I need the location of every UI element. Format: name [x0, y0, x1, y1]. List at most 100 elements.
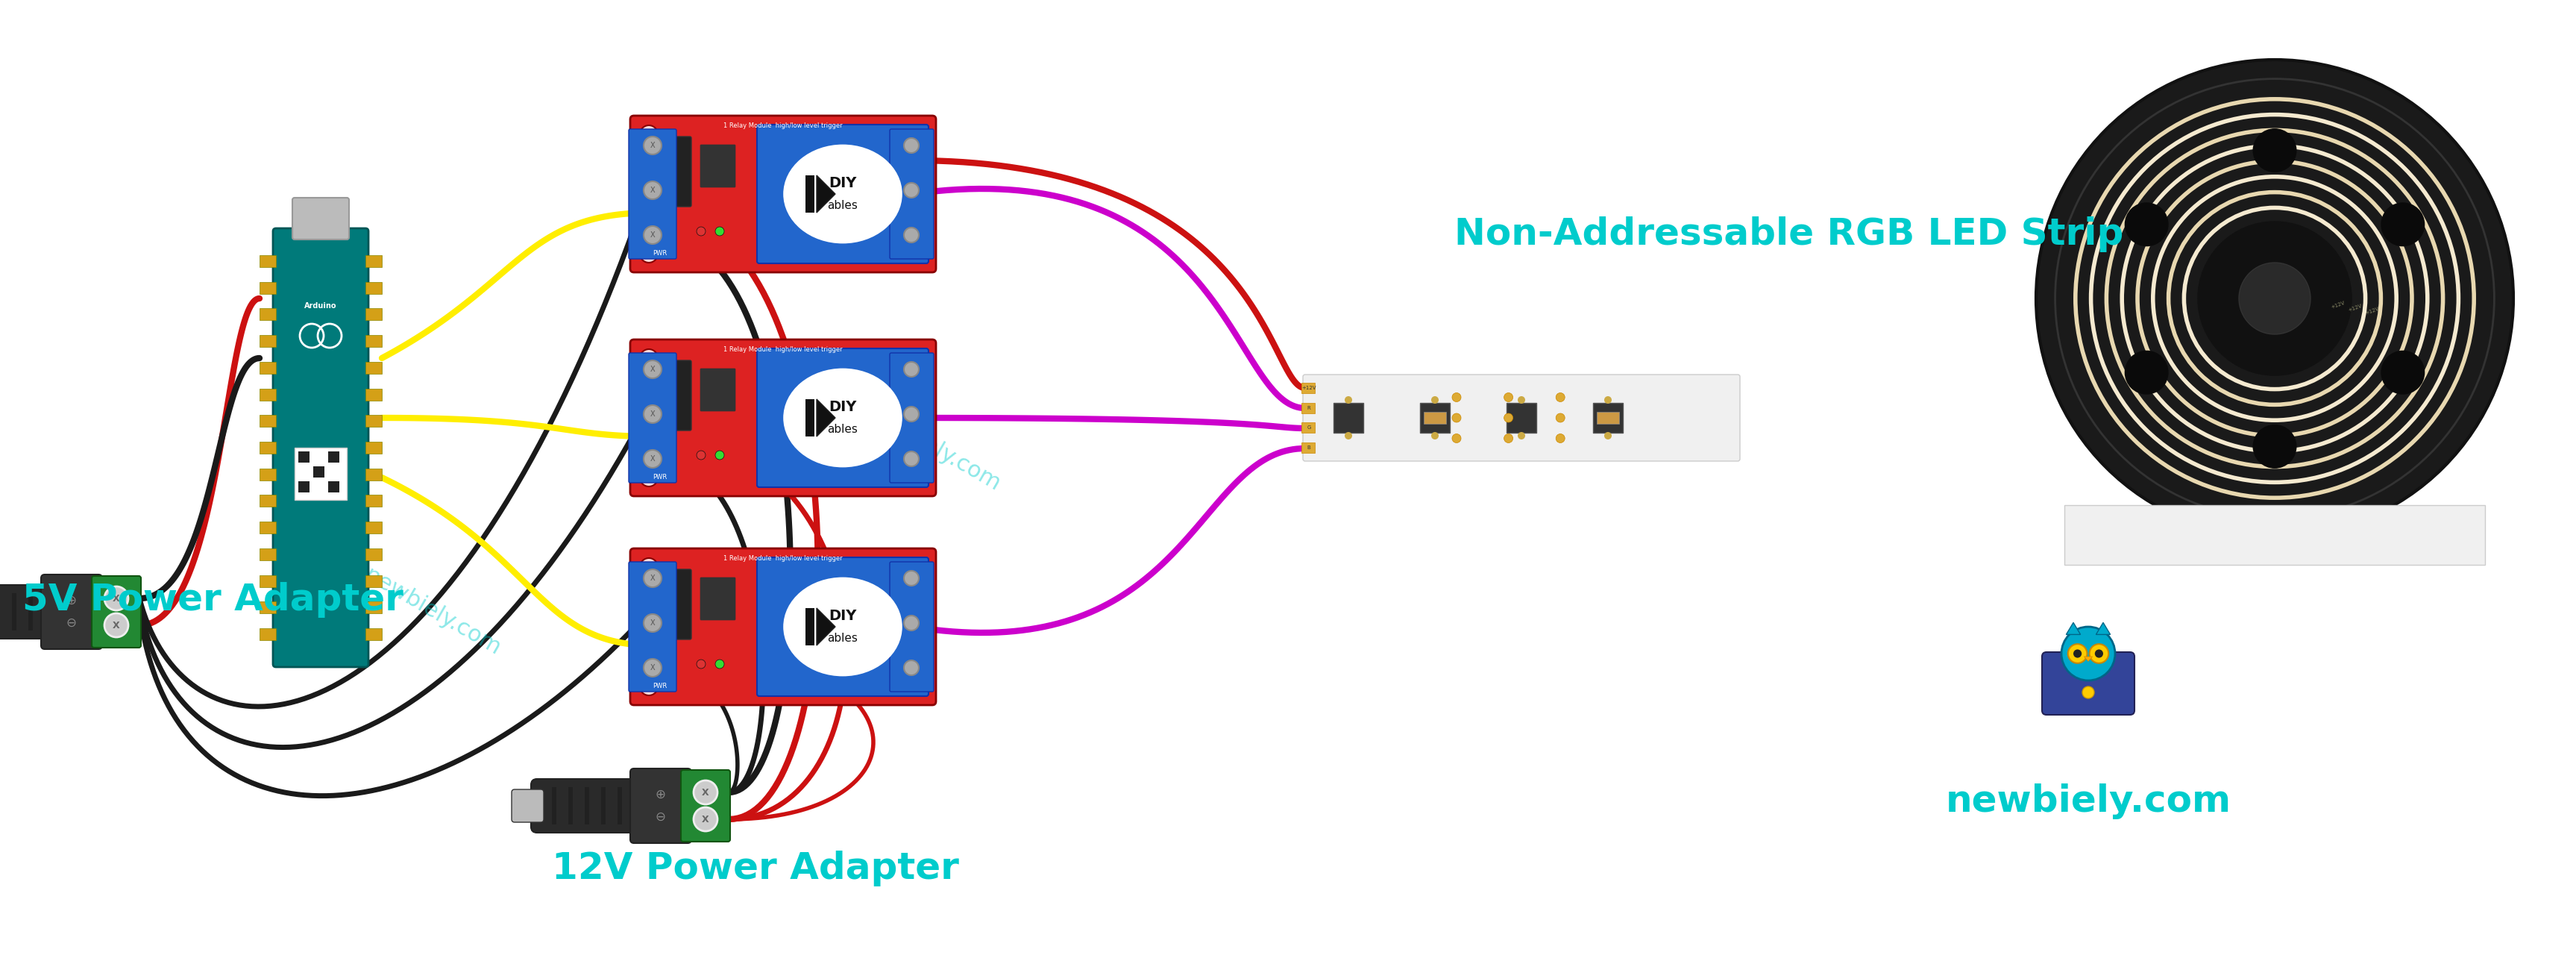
Circle shape: [2094, 650, 2102, 657]
Text: R: R: [1306, 406, 1311, 410]
Circle shape: [2380, 351, 2424, 394]
Text: newbiely.com: newbiely.com: [361, 564, 505, 659]
Circle shape: [909, 558, 927, 576]
FancyBboxPatch shape: [629, 562, 677, 691]
Circle shape: [2380, 203, 2424, 246]
Text: X: X: [113, 594, 121, 603]
Circle shape: [1556, 393, 1564, 402]
Circle shape: [1556, 414, 1564, 422]
Circle shape: [1345, 432, 1352, 440]
FancyBboxPatch shape: [41, 575, 103, 649]
Circle shape: [904, 183, 920, 198]
Polygon shape: [2084, 656, 2092, 661]
Circle shape: [909, 245, 927, 262]
Circle shape: [644, 614, 662, 632]
Bar: [77, 593, 82, 630]
FancyBboxPatch shape: [889, 562, 933, 691]
Bar: [44, 593, 49, 630]
FancyBboxPatch shape: [701, 577, 734, 620]
Text: 1 Relay Module  high/low level trigger: 1 Relay Module high/low level trigger: [724, 346, 842, 353]
Ellipse shape: [783, 146, 902, 243]
Bar: [327, 451, 340, 463]
Bar: [366, 388, 381, 400]
Polygon shape: [817, 175, 835, 213]
Circle shape: [1504, 414, 1512, 422]
Circle shape: [1517, 432, 1525, 440]
Circle shape: [904, 571, 920, 586]
Text: 5V Power Adapter: 5V Power Adapter: [23, 582, 404, 618]
Bar: [1334, 403, 1363, 433]
Bar: [260, 281, 276, 294]
Bar: [366, 575, 381, 587]
Text: ⊖: ⊖: [654, 811, 665, 823]
Text: PWR: PWR: [652, 473, 667, 480]
Text: +12V: +12V: [1301, 386, 1316, 390]
Circle shape: [716, 227, 724, 236]
Circle shape: [693, 781, 719, 804]
Text: ables: ables: [827, 632, 858, 644]
Bar: [260, 549, 276, 560]
Bar: [260, 415, 276, 427]
Bar: [1419, 403, 1450, 433]
Text: X: X: [649, 664, 654, 672]
Bar: [1507, 403, 1535, 433]
Text: PWR: PWR: [652, 683, 667, 689]
Bar: [299, 451, 309, 463]
FancyBboxPatch shape: [701, 368, 734, 411]
Bar: [327, 481, 340, 493]
Bar: [1425, 412, 1445, 424]
Text: X: X: [649, 575, 654, 582]
Circle shape: [696, 450, 706, 460]
Circle shape: [2239, 262, 2311, 335]
Bar: [260, 629, 276, 640]
Circle shape: [904, 362, 920, 377]
Circle shape: [909, 349, 927, 367]
Bar: [260, 308, 276, 320]
Text: X: X: [649, 411, 654, 417]
FancyBboxPatch shape: [639, 137, 690, 206]
Text: DIY: DIY: [829, 399, 858, 414]
Ellipse shape: [783, 578, 902, 675]
Circle shape: [1605, 432, 1613, 440]
Bar: [366, 281, 381, 294]
Bar: [1301, 442, 1314, 453]
FancyBboxPatch shape: [631, 549, 935, 705]
FancyBboxPatch shape: [631, 339, 935, 496]
FancyBboxPatch shape: [93, 576, 142, 648]
Circle shape: [1453, 393, 1461, 402]
Polygon shape: [2097, 623, 2110, 634]
Bar: [600, 788, 605, 824]
Bar: [649, 788, 654, 824]
Circle shape: [693, 807, 719, 831]
Polygon shape: [817, 399, 835, 437]
Bar: [260, 442, 276, 454]
Bar: [634, 788, 639, 824]
Circle shape: [1453, 434, 1461, 442]
Circle shape: [2081, 686, 2094, 698]
Circle shape: [644, 658, 662, 677]
Text: Arduino: Arduino: [304, 302, 337, 309]
Bar: [366, 549, 381, 560]
Circle shape: [639, 125, 657, 144]
Bar: [260, 469, 276, 480]
FancyBboxPatch shape: [757, 348, 927, 487]
FancyBboxPatch shape: [629, 353, 677, 483]
Bar: [1597, 412, 1620, 424]
Text: ables: ables: [827, 200, 858, 211]
Circle shape: [639, 558, 657, 576]
Bar: [551, 788, 556, 824]
Text: DIY: DIY: [829, 175, 858, 190]
Text: 1 Relay Module  high/low level trigger: 1 Relay Module high/low level trigger: [724, 122, 842, 129]
Circle shape: [696, 227, 706, 236]
FancyBboxPatch shape: [889, 129, 933, 259]
FancyBboxPatch shape: [757, 557, 927, 696]
Circle shape: [2074, 650, 2081, 657]
Bar: [28, 593, 33, 630]
Bar: [260, 362, 276, 374]
FancyBboxPatch shape: [889, 353, 933, 483]
Text: +12V: +12V: [2365, 307, 2380, 315]
Bar: [260, 522, 276, 534]
FancyBboxPatch shape: [701, 145, 734, 187]
Bar: [366, 522, 381, 534]
Text: ables: ables: [827, 423, 858, 435]
